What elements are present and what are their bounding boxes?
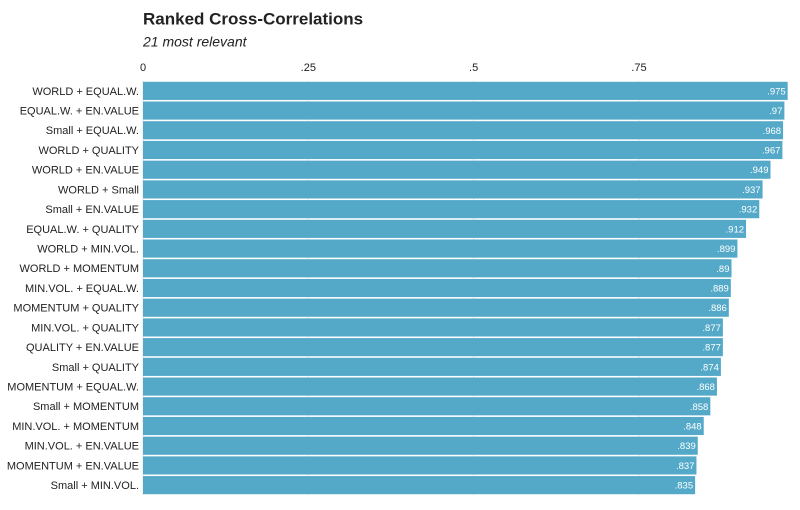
y-tick-label: WORLD + Small	[58, 184, 139, 196]
y-tick-label: Small + QUALITY	[52, 362, 140, 374]
value-label: .848	[683, 422, 702, 433]
bar	[143, 160, 771, 179]
bar	[143, 200, 760, 219]
bar	[143, 476, 696, 495]
bar	[143, 81, 788, 100]
y-tick-label: MIN.VOL. + MOMENTUM	[12, 421, 139, 433]
bar	[143, 377, 717, 396]
value-label: .949	[750, 165, 769, 176]
y-tick-label: Small + MOMENTUM	[33, 401, 139, 413]
value-label: .912	[726, 224, 745, 235]
y-tick-label: WORLD + MOMENTUM	[20, 263, 139, 275]
bar	[143, 180, 763, 199]
bar	[143, 397, 711, 416]
bar	[143, 298, 729, 317]
y-tick-label: Small + MIN.VOL.	[51, 480, 139, 492]
value-label: .968	[763, 126, 782, 137]
x-tick-label: .25	[301, 62, 316, 74]
bar	[143, 357, 721, 376]
value-label: .877	[702, 343, 721, 354]
chart-subtitle: 21 most relevant	[142, 34, 248, 50]
value-label: .967	[762, 146, 781, 157]
y-tick-label: MOMENTUM + QUALITY	[13, 303, 139, 315]
y-tick-label: EQUAL.W. + QUALITY	[26, 224, 139, 236]
value-label: .886	[708, 303, 727, 314]
bar	[143, 436, 698, 455]
y-tick-label: MIN.VOL. + EN.VALUE	[25, 441, 139, 453]
value-label: .835	[675, 481, 694, 492]
value-label: .837	[676, 461, 695, 472]
value-label: .889	[710, 284, 729, 295]
x-tick-label: .75	[631, 62, 646, 74]
y-tick-label: Small + EN.VALUE	[45, 204, 139, 216]
y-tick-label: WORLD + MIN.VOL.	[37, 243, 139, 255]
y-tick-label: WORLD + EQUAL.W.	[32, 86, 139, 98]
bar	[143, 416, 704, 436]
bar	[143, 101, 785, 120]
value-label: .839	[677, 441, 696, 452]
value-label: .899	[717, 244, 736, 255]
y-tick-label: QUALITY + EN.VALUE	[26, 342, 139, 354]
x-tick-label: 0	[140, 62, 146, 74]
bar	[143, 278, 731, 298]
value-label: .868	[696, 382, 715, 393]
y-tick-label: MOMENTUM + EN.VALUE	[7, 460, 139, 472]
y-tick-label: WORLD + QUALITY	[38, 145, 139, 157]
x-tick-label: .5	[469, 62, 478, 74]
value-label: .858	[690, 402, 709, 413]
value-label: .874	[700, 362, 719, 373]
y-tick-label: MOMENTUM + EQUAL.W.	[7, 381, 139, 393]
y-tick-label: EQUAL.W. + EN.VALUE	[20, 105, 139, 117]
value-label: .89	[716, 264, 729, 275]
y-tick-label: MIN.VOL. + EQUAL.W.	[25, 283, 139, 295]
value-label: .937	[742, 185, 761, 196]
bar	[143, 121, 784, 140]
value-label: .877	[702, 323, 721, 334]
bar	[143, 219, 747, 238]
bar	[143, 140, 783, 160]
bar	[143, 259, 732, 278]
value-label: .975	[767, 86, 786, 97]
value-label: .97	[769, 106, 782, 117]
chart-title: Ranked Cross-Correlations	[143, 9, 363, 28]
y-tick-label: Small + EQUAL.W.	[46, 125, 139, 137]
bar	[143, 338, 723, 357]
bar	[143, 456, 697, 475]
y-tick-label: MIN.VOL. + QUALITY	[31, 322, 140, 334]
y-tick-label: WORLD + EN.VALUE	[32, 165, 139, 177]
bar	[143, 239, 738, 258]
value-label: .932	[739, 205, 758, 216]
bar	[143, 318, 723, 337]
